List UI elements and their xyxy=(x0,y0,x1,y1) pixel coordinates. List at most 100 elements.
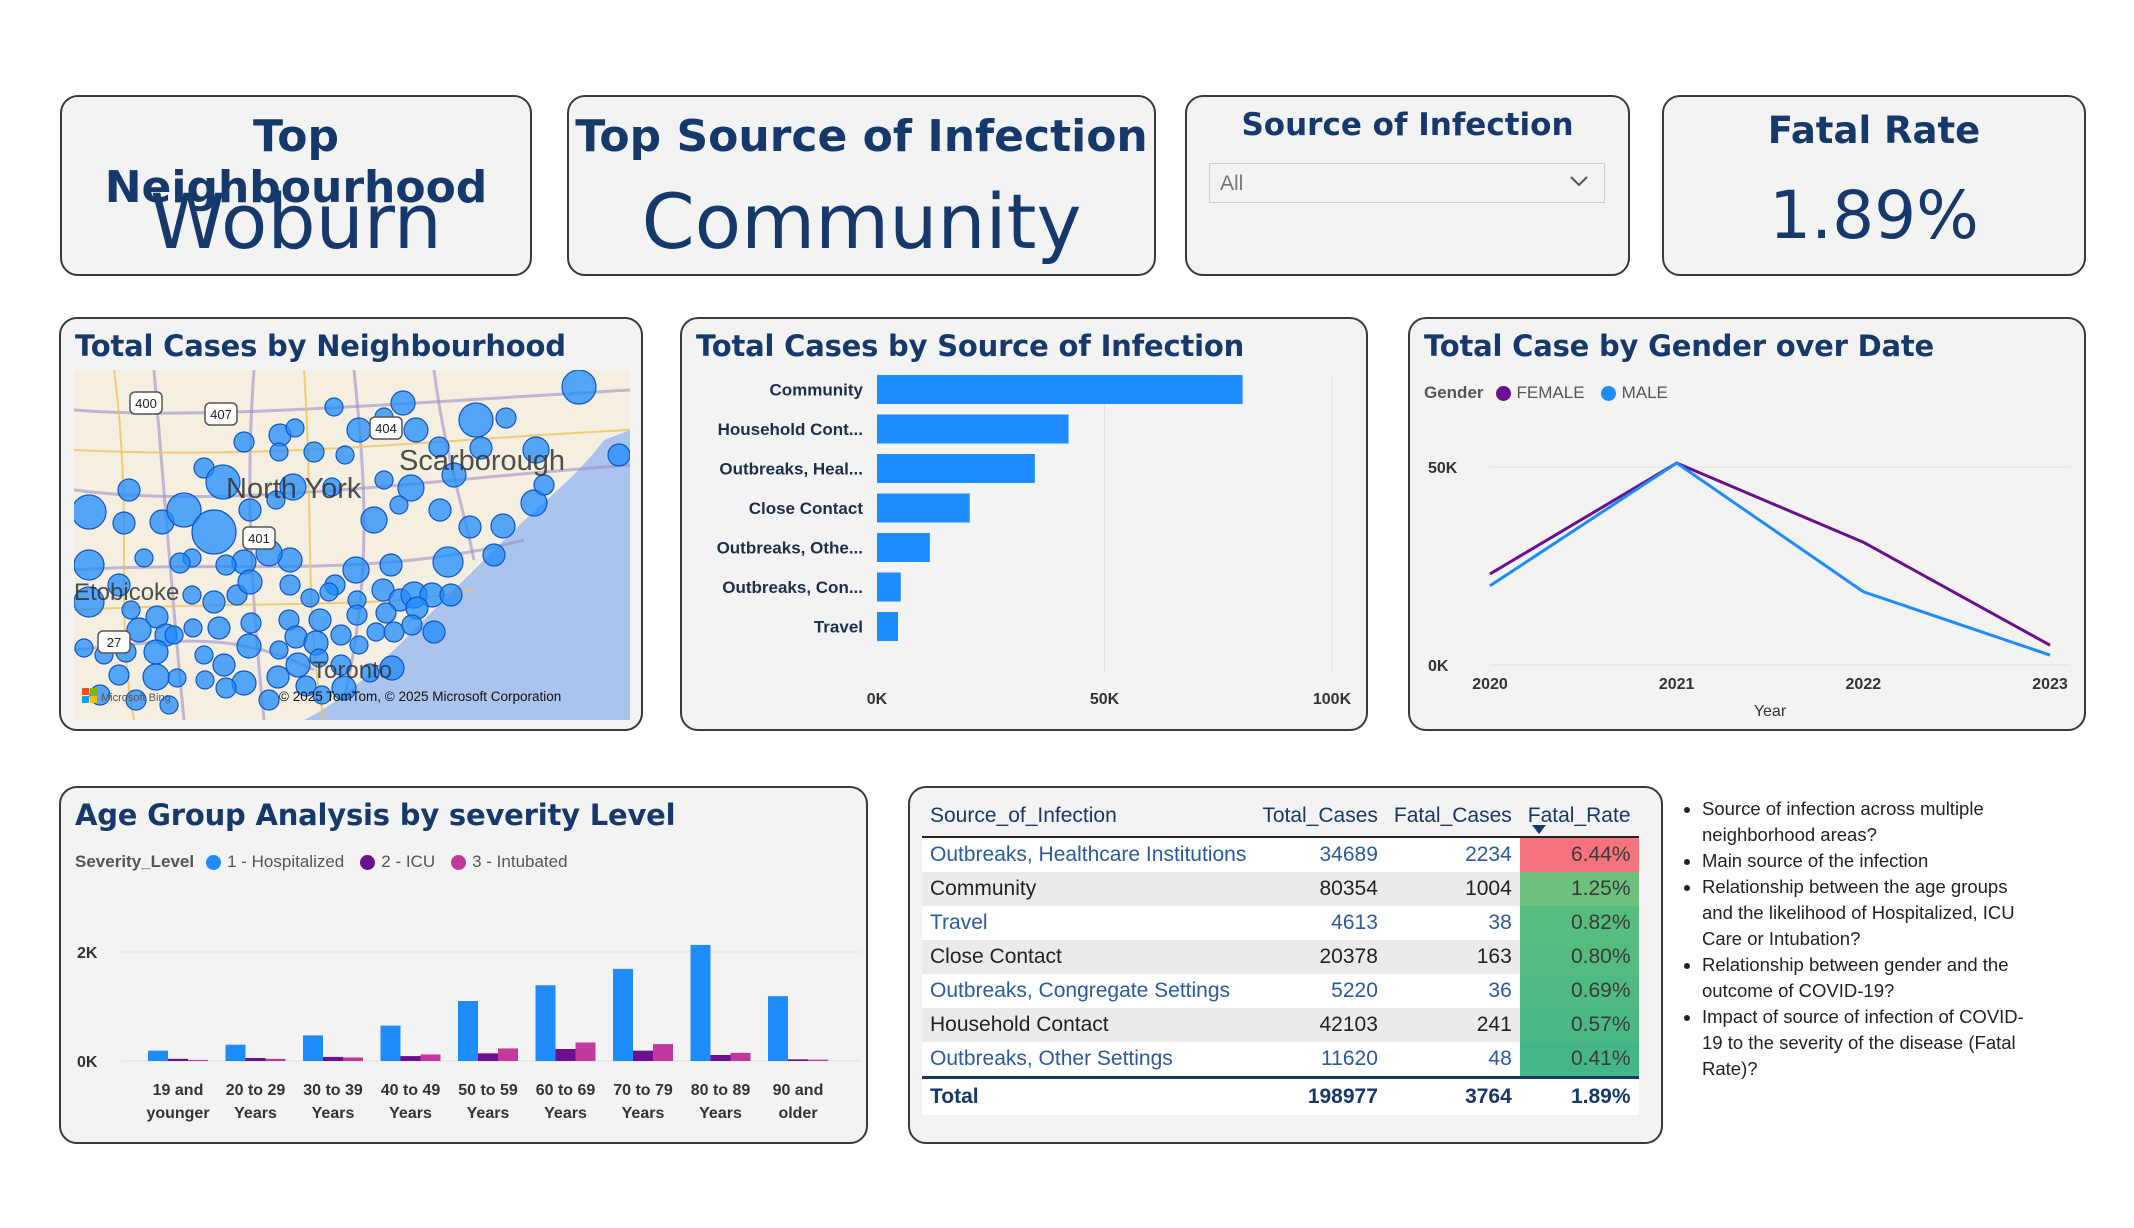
neighbourhood-bubble xyxy=(458,402,494,438)
category-label: Close Contact xyxy=(749,499,864,518)
kpi-value: Woburn xyxy=(150,177,442,266)
category-label: Years xyxy=(699,1105,742,1122)
table-row[interactable]: Close Contact 20378 163 0.80% xyxy=(922,940,1639,974)
legend-series-name: 3 - Intubated xyxy=(472,852,568,871)
source-chart-card: Total Cases by Source of Infection 0K 50K… xyxy=(680,317,1368,731)
neighbourhood-bubble xyxy=(428,436,450,458)
total-label: Total xyxy=(922,1076,1255,1115)
neighbourhood-map[interactable]: 400 407 404 401 27 North York Scarborough Etobi… xyxy=(74,370,630,720)
column-header[interactable]: Fatal_Cases xyxy=(1385,798,1520,838)
bar xyxy=(400,1056,421,1061)
kpi-value: Community xyxy=(641,177,1082,266)
legend-items: 1 - Hospitalized 2 - ICU 3 - Intubated xyxy=(202,852,573,872)
neighbourhood-bubble xyxy=(74,638,94,658)
source-cell: Community xyxy=(922,872,1255,906)
highway-shield xyxy=(204,402,238,426)
chevron-down-icon xyxy=(1568,170,1590,197)
highway-label: 404 xyxy=(375,421,397,436)
legend-series-name: 1 - Hospitalized xyxy=(227,852,345,871)
highway-label: 401 xyxy=(248,531,270,546)
fatal-cases-cell: 163 xyxy=(1385,940,1520,974)
bar xyxy=(498,1048,518,1061)
neighbourhood-bubble xyxy=(319,582,339,602)
visual-title: Total Cases by Neighbourhood xyxy=(75,329,566,363)
highway-shield xyxy=(129,391,163,415)
category-label: older xyxy=(778,1105,817,1122)
visual-title: Total Case by Gender over Date xyxy=(1424,329,1934,363)
neighbourhood-bubble xyxy=(236,633,262,659)
x-tick-label: 2021 xyxy=(1659,676,1695,693)
neighbourhood-bubble xyxy=(207,616,231,640)
bar xyxy=(613,968,633,1061)
neighbourhood-bubble xyxy=(389,495,409,515)
table-row[interactable]: Travel 4613 38 0.82% xyxy=(922,906,1639,940)
slicer-title: Source of Infection xyxy=(1241,107,1574,143)
table-row[interactable]: Community 80354 1004 1.25% xyxy=(922,872,1639,906)
category-label: 20 to 29 xyxy=(226,1082,286,1099)
x-axis-title: Year xyxy=(1754,703,1787,720)
column-header[interactable]: Total_Cases xyxy=(1254,798,1386,838)
neighbourhood-bubble xyxy=(205,464,241,500)
questions-list: Source of infection across multiple neig… xyxy=(1688,796,2028,1082)
bar xyxy=(877,414,1069,444)
slicer-dropdown[interactable]: All xyxy=(1209,163,1605,203)
gender-line-chart: 0K 50K 2020 2021 2022 2023 Year xyxy=(1428,460,2070,720)
fatal-cases-total: 3764 xyxy=(1385,1076,1520,1115)
neighbourhood-bubble xyxy=(490,513,516,539)
bing-label: Microsoft Bing xyxy=(101,692,171,704)
bar xyxy=(877,493,970,523)
category-label: Outbreaks, Con... xyxy=(722,578,863,597)
neighbourhood-bubble xyxy=(390,390,416,416)
neighbourhood-bubble xyxy=(295,675,317,697)
x-tick-label: 0K xyxy=(867,691,888,708)
highway-shield xyxy=(97,630,131,654)
table-row[interactable]: Outbreaks, Congregate Settings 5220 36 0.69… xyxy=(922,974,1639,1008)
bar xyxy=(225,1044,246,1061)
column-header[interactable]: Source_of_Infection xyxy=(922,798,1255,838)
table-row[interactable]: Outbreaks, Other Settings 11620 48 0.41% xyxy=(922,1042,1639,1078)
logo-square xyxy=(90,688,97,695)
bar xyxy=(877,612,898,641)
y-tick-label: 0K xyxy=(1428,658,1449,675)
analysis-questions: Source of infection across multiple neig… xyxy=(1688,796,2028,1082)
neighbourhood-bubble xyxy=(285,418,305,438)
neighbourhood-bubble xyxy=(397,474,425,502)
source-cell: Travel xyxy=(922,906,1255,940)
bar xyxy=(343,1057,363,1061)
bar xyxy=(730,1052,751,1061)
fatal-rate-cell: 1.25% xyxy=(1519,872,1639,906)
table-card: Source_of_Infection Total_Cases Fatal_Ca… xyxy=(908,786,1663,1144)
bar xyxy=(188,1059,208,1061)
category-label: Years xyxy=(312,1105,355,1122)
sort-descending-icon xyxy=(1531,816,1546,840)
neighbourhood-bubble xyxy=(74,494,107,530)
table-row[interactable]: Household Contact 42103 241 0.57% xyxy=(922,1008,1639,1042)
neighbourhood-bubble xyxy=(233,431,255,453)
neighbourhood-bubble xyxy=(285,652,311,678)
fatal-rate-cell: 0.82% xyxy=(1519,906,1639,940)
neighbourhood-bubble xyxy=(195,670,215,690)
neighbourhood-bubble xyxy=(533,474,555,496)
bar xyxy=(877,375,1243,404)
bar xyxy=(808,1059,828,1061)
neighbourhood-bubble xyxy=(164,625,184,645)
road xyxy=(74,388,630,415)
total-cases-total: 198977 xyxy=(1254,1076,1386,1115)
neighbourhood-bubble xyxy=(238,498,262,522)
neighbourhood-bubble xyxy=(322,477,342,497)
neighbourhood-bubble xyxy=(422,620,446,644)
neighbourhood-bubble xyxy=(312,685,332,705)
neighbourhood-bubble xyxy=(303,441,325,463)
slicer-card: Source of Infection All xyxy=(1185,95,1630,276)
age-group-bar-chart: 0K 2K 19 and younger 20 to 29 Years 30 to 39 Ye… xyxy=(77,944,861,1122)
table-row[interactable]: Outbreaks, Healthcare Institutions 34689 2… xyxy=(922,837,1639,872)
neighbourhood-bubble xyxy=(167,668,187,688)
map-label-etobicoke: Etobicoke xyxy=(74,579,179,606)
bar xyxy=(380,1025,401,1061)
total-cases-cell: 11620 xyxy=(1254,1042,1386,1078)
column-header-sorted[interactable]: Fatal_Rate xyxy=(1519,798,1639,840)
series-line xyxy=(1489,461,2051,647)
neighbourhood-bubble xyxy=(107,573,131,597)
neighbourhood-bubble xyxy=(495,407,517,429)
neighbourhood-bubble xyxy=(126,617,152,643)
